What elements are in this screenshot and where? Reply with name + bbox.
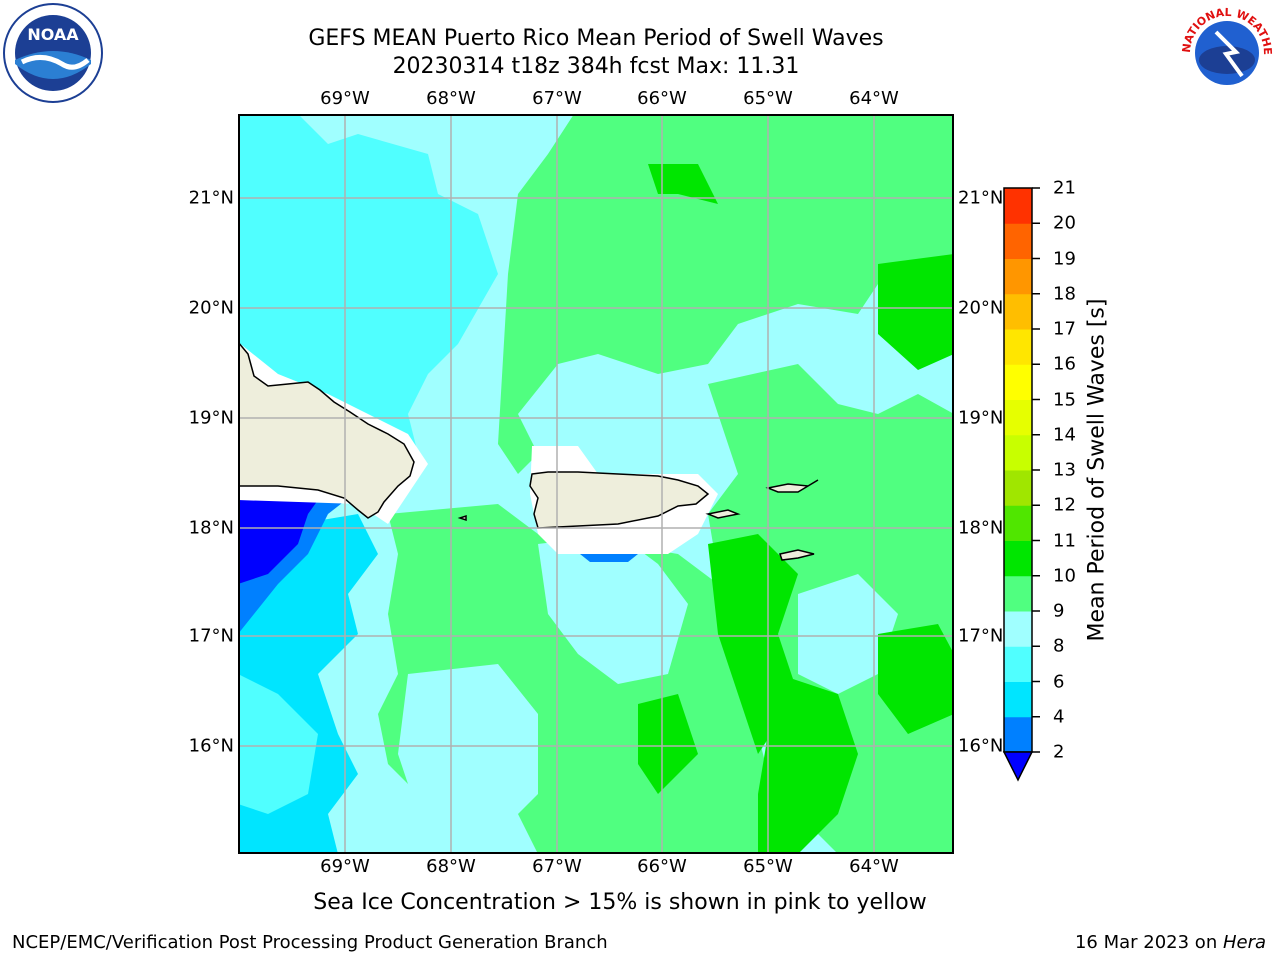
footer-host: Hera: [1222, 932, 1266, 953]
field-darkblue-southwest: [238, 500, 318, 584]
lat-label-right: 17°N: [958, 625, 1004, 647]
footer-date-text: 16 Mar 2023 on: [1074, 932, 1223, 953]
field-green-north: [498, 114, 954, 474]
lon-label-top: 69°W: [320, 88, 370, 109]
colorbar-segment: [1004, 364, 1032, 400]
colorbar-tick-label: 11: [1053, 530, 1076, 551]
colorbar-label: Mean Period of Swell Waves [s]: [1084, 298, 1110, 642]
colorbar-tick-label: 21: [1053, 177, 1076, 199]
noaa-logo-text: NOAA: [27, 25, 79, 44]
lon-label-top: 68°W: [426, 88, 476, 109]
lon-label-bottom: 68°W: [426, 856, 476, 877]
field-blue-pr-south: [580, 554, 638, 562]
field-cyan-southwest-2: [238, 674, 318, 814]
colorbar-extend-arrow: [1002, 751, 1034, 782]
lat-label-right: 19°N: [958, 407, 1004, 429]
field-lightcyan-south: [398, 664, 538, 834]
colorbar-tick-label: 2: [1053, 741, 1065, 763]
colorbar-tick-label: 14: [1053, 424, 1076, 446]
lon-label-bottom: 65°W: [743, 856, 793, 877]
colorbar-tick-label: 9: [1053, 600, 1065, 622]
sea-ice-note: Sea Ice Concentration > 15% is shown in …: [0, 890, 1280, 915]
colorbar-segment: [1004, 716, 1032, 753]
colorbar-tick-label: 15: [1053, 389, 1076, 410]
field-darkgreen-ne: [878, 254, 954, 370]
field-darkgreen-s: [638, 694, 698, 794]
lat-label-right: 21°N: [958, 187, 1004, 209]
colorbar-tick-label: 12: [1053, 494, 1076, 516]
colorbar-segment: [1004, 575, 1032, 612]
colorbar-segment: [1004, 399, 1032, 436]
colorbar-tick-marks: [1032, 187, 1040, 753]
colorbar-segment: [1004, 329, 1032, 365]
land-hispaniola: [238, 340, 415, 519]
lon-label-bottom: 66°W: [637, 856, 687, 877]
land-mona: [457, 514, 467, 522]
nws-logo: NATIONAL WEATHER SERVICE: [1176, 2, 1276, 102]
field-lightcyan-center: [538, 534, 688, 684]
land-st-croix: [779, 549, 815, 561]
lon-label-bottom: 64°W: [849, 856, 899, 877]
colorbar-tick-label: 17: [1053, 318, 1076, 340]
chart-subtitle: 20230314 t18z 384h fcst Max: 11.31: [392, 54, 800, 79]
land-virgin-islands: [765, 479, 819, 493]
colorbar-segment: [1004, 470, 1032, 506]
lon-label-top: 64°W: [849, 88, 899, 109]
lat-label-right: 20°N: [958, 297, 1004, 319]
colorbar-segment: [1004, 188, 1032, 224]
chart-title: GEFS MEAN Puerto Rico Mean Period of Swe…: [308, 26, 884, 51]
sea-ice-note-text: Sea Ice Concentration > 15% is shown in …: [313, 890, 927, 915]
footer-credit: NCEP/EMC/Verification Post Processing Pr…: [12, 932, 608, 953]
lat-label-left: 19°N: [188, 407, 234, 429]
colorbar-tick-label: 18: [1053, 283, 1076, 305]
colorbar-segment: [1004, 223, 1032, 259]
field-darkgreen-se: [758, 674, 858, 854]
lat-label-left: 18°N: [188, 517, 234, 539]
colorbar-tick-label: 6: [1053, 671, 1065, 692]
colorbar-tick-label: 4: [1053, 706, 1065, 728]
colorbar-segment: [1004, 681, 1032, 718]
lat-label-left: 20°N: [188, 297, 234, 319]
map-panel: [238, 114, 954, 854]
field-lightcyan-east: [798, 574, 898, 694]
land-vieques: [705, 509, 741, 519]
colorbar-tick-label: 13: [1053, 459, 1076, 481]
colorbar-tick-label: 16: [1053, 353, 1076, 375]
footer-date: 16 Mar 2023 on Hera: [1075, 932, 1266, 953]
lat-label-right: 18°N: [958, 517, 1004, 539]
lat-label-left: 16°N: [188, 735, 234, 757]
colorbar-tick-label: 10: [1053, 565, 1076, 587]
field-darkgreen-n: [648, 164, 718, 204]
colorbar-segment: [1004, 434, 1032, 471]
colorbar-segment: [1004, 611, 1032, 647]
land-puerto-rico: [529, 471, 710, 529]
lon-label-top: 67°W: [532, 88, 582, 109]
lon-label-bottom: 69°W: [320, 856, 370, 877]
graticule: [238, 114, 954, 854]
lon-label-top: 66°W: [637, 88, 687, 109]
noaa-logo: NOAA: [3, 3, 103, 103]
colorbar-segment: [1004, 293, 1032, 330]
colorbar-segments: [1004, 188, 1032, 753]
field-darkgreen-fareast: [878, 624, 954, 734]
colorbar-tick-label: 8: [1053, 635, 1065, 657]
colorbar-segment: [1004, 646, 1032, 682]
lat-label-right: 16°N: [958, 735, 1004, 757]
colorbar-segment: [1004, 540, 1032, 577]
colorbar-tick-label: 20: [1053, 212, 1076, 234]
colorbar-segment: [1004, 505, 1032, 541]
lat-label-left: 21°N: [188, 187, 234, 209]
colorbar: [1002, 187, 1040, 782]
colorbar-tick-label: 19: [1053, 248, 1076, 269]
lon-label-top: 65°W: [743, 88, 793, 109]
lat-label-left: 17°N: [188, 625, 234, 647]
map-frame: [238, 114, 954, 854]
colorbar-segment: [1004, 258, 1032, 295]
lon-label-bottom: 67°W: [532, 856, 582, 877]
